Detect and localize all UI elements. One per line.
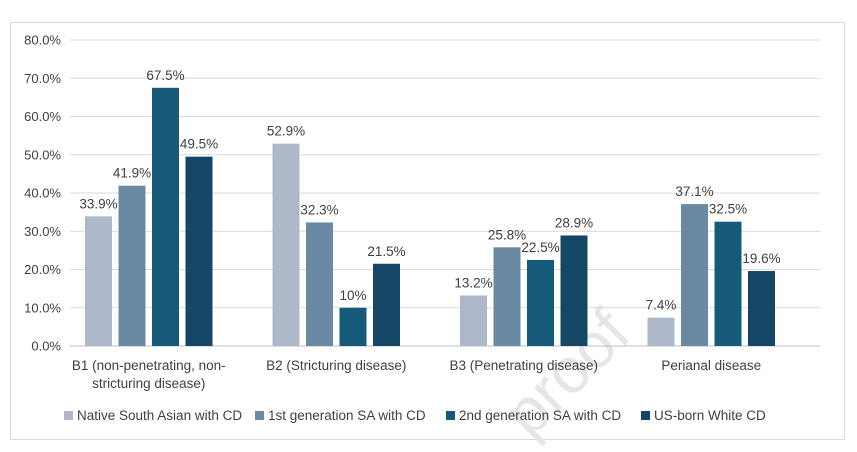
y-tick-label: 20.0% (24, 262, 61, 277)
data-label: 67.5% (146, 68, 184, 83)
x-tick-label: B3 (Penetrating disease) (449, 358, 598, 373)
bar (527, 259, 554, 346)
data-label: 21.5% (367, 244, 405, 259)
bar (118, 185, 146, 346)
legend-swatch (446, 411, 455, 420)
bar (152, 87, 179, 346)
data-label: 52.9% (267, 124, 305, 139)
legend-swatch (255, 411, 264, 420)
y-tick-label: 0.0% (31, 339, 61, 354)
y-tick-label: 50.0% (24, 147, 61, 162)
y-tick-label: 40.0% (24, 186, 61, 201)
bar (460, 295, 487, 346)
legend-label: US-born White CD (654, 408, 766, 423)
y-tick-label: 60.0% (24, 109, 61, 124)
bar (85, 216, 112, 346)
bar (714, 221, 742, 346)
bar (681, 204, 708, 346)
data-label: 37.1% (675, 184, 713, 199)
data-label: 10% (339, 288, 366, 303)
data-label: 13.2% (454, 276, 492, 291)
bar (373, 263, 400, 346)
data-label: 19.6% (742, 251, 780, 266)
legend-item: US-born White CD (641, 408, 766, 423)
x-tick-label: B1 (non-penetrating, non- (72, 358, 226, 373)
bar (560, 235, 588, 346)
legend-swatch (64, 411, 73, 420)
legend-label: 2nd generation SA with CD (459, 408, 621, 423)
legend-swatch (641, 411, 650, 420)
bars (85, 87, 775, 346)
data-labels: 33.9% 41.9% 67.5% 49.5% 52.9% 32.3% 10% 21.5% 13… (79, 68, 780, 313)
data-label: 41.9% (113, 166, 151, 181)
bar (272, 143, 300, 346)
data-label: 22.5% (521, 240, 559, 255)
x-tick-label: Perianal disease (661, 358, 761, 373)
bar (647, 317, 675, 346)
data-label: 25.8% (488, 227, 526, 242)
y-tick-label: 10.0% (24, 300, 61, 315)
bar (185, 156, 213, 346)
y-tick-label: 70.0% (24, 71, 61, 86)
y-tick-label: 80.0% (24, 33, 61, 48)
data-label: 32.5% (709, 202, 747, 217)
data-label: 33.9% (79, 196, 117, 211)
bar (493, 247, 521, 346)
x-axis: B1 (non-penetrating, non-stricturing dis… (72, 358, 761, 391)
x-tick-label: stricturing disease) (92, 376, 205, 391)
legend-item: Native South Asian with CD (64, 408, 242, 423)
data-label: 28.9% (555, 215, 593, 230)
y-tick-label: 30.0% (24, 224, 61, 239)
legend-label: 1st generation SA with CD (268, 408, 426, 423)
legend-label: Native South Asian with CD (77, 408, 242, 423)
legend-item: 2nd generation SA with CD (446, 408, 621, 423)
bar (306, 222, 333, 346)
data-label: 49.5% (180, 137, 218, 152)
bar (748, 271, 775, 346)
data-label: 7.4% (646, 298, 677, 313)
data-label: 32.3% (300, 202, 338, 217)
legend-item: 1st generation SA with CD (255, 408, 426, 423)
bar (339, 307, 367, 346)
y-axis: 0.0% 10.0% 20.0% 30.0% 40.0% 50.0% 60.0% 70.0% 8… (24, 33, 61, 354)
legend: Native South Asian with CD 1st generation… (64, 408, 766, 423)
x-tick-label: B2 (Stricturing disease) (266, 358, 406, 373)
